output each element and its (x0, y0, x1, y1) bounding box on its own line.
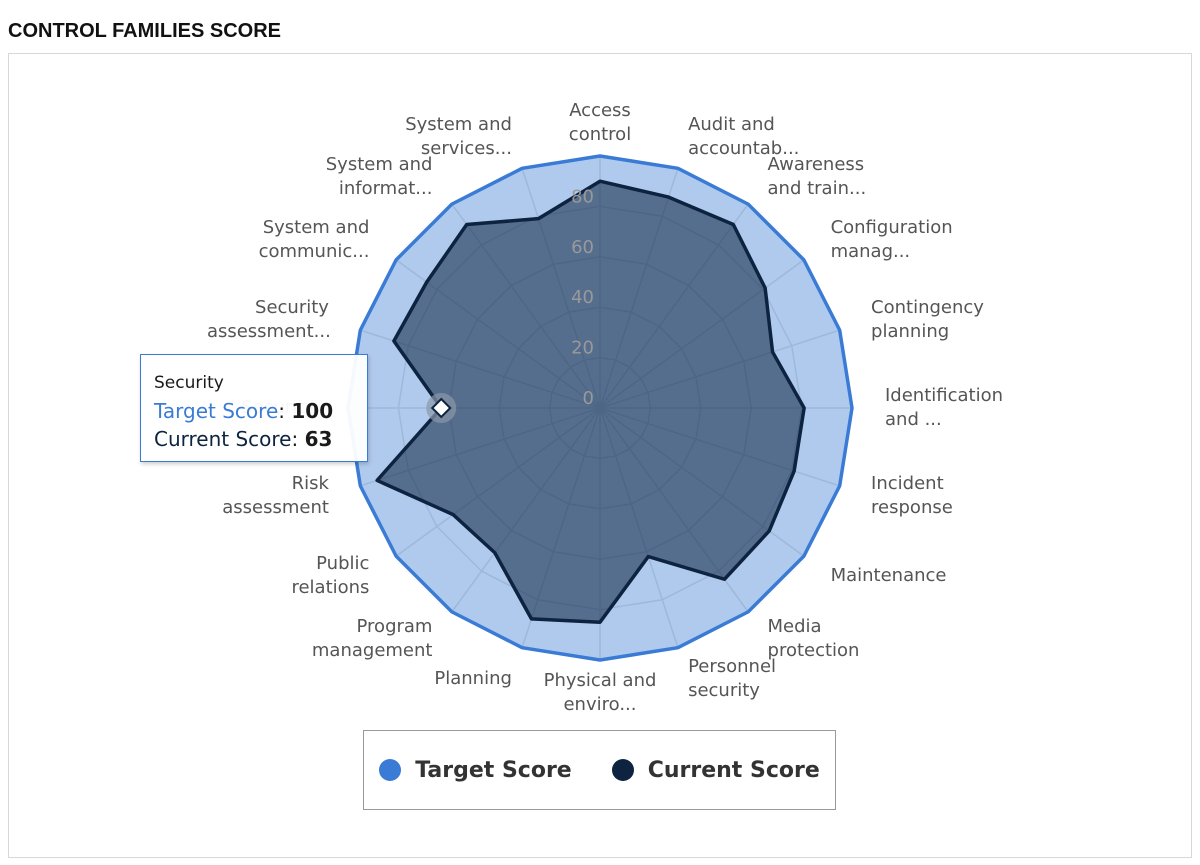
hover-marker (430, 397, 452, 419)
category-label: Contingency planning (871, 296, 984, 342)
category-label: System and informat... (325, 154, 433, 200)
category-label: Physical and enviro... (543, 670, 657, 715)
category-label: Risk assessment (222, 473, 329, 519)
category-label: Security assessment... (206, 296, 331, 342)
tooltip-series: Current Score (154, 427, 292, 451)
card (8, 53, 1192, 858)
category-label: Public relations (291, 552, 370, 598)
legend-swatch (379, 759, 402, 781)
tooltip-title: Security (154, 373, 224, 393)
category-label: System and communic... (258, 217, 370, 263)
category-label: Personnel security (688, 656, 777, 702)
r-tick-label: 0 (583, 388, 594, 409)
category-label: Incident response (871, 473, 953, 519)
r-tick-label: 80 (571, 186, 594, 207)
category-label: Awareness and train... (767, 154, 867, 200)
r-tick-label: 60 (571, 237, 594, 258)
legend-label: Current Score (647, 757, 820, 783)
category-label: Maintenance (830, 564, 947, 586)
category-label: Identification and ... (885, 385, 1004, 430)
tooltip-value: 63 (304, 427, 333, 451)
category-label: Configuration manag... (830, 217, 953, 263)
category-label: Program management (311, 615, 433, 661)
series-area (375, 179, 806, 624)
legend-item[interactable]: Current Score (611, 757, 820, 783)
page-title: CONTROL FAMILIES SCORE (8, 20, 281, 42)
category-label: Planning (434, 668, 512, 690)
legend: Target Score Current Score (363, 730, 836, 810)
category-label: Access control (568, 100, 632, 145)
legend-swatch (611, 759, 634, 781)
category-label: Media protection (767, 615, 860, 661)
r-tick-label: 40 (571, 287, 594, 308)
tooltip-value: 100 (291, 399, 334, 423)
category-label: System and services... (405, 113, 512, 159)
legend-item[interactable]: Target Score (379, 757, 572, 783)
tooltip: Security Target Score: 100 Current Score… (140, 354, 368, 462)
legend-label: Target Score (415, 757, 572, 783)
tooltip-series: Target Score (154, 399, 279, 423)
category-label: Audit and accountab... (688, 113, 800, 159)
r-tick-label: 20 (571, 338, 594, 359)
